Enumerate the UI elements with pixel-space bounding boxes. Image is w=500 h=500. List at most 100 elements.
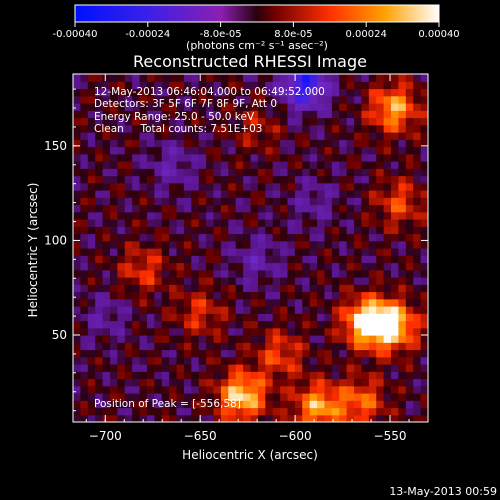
heatmap-cell bbox=[95, 233, 104, 242]
heatmap-cell bbox=[146, 219, 155, 227]
heatmap-cell bbox=[146, 81, 155, 90]
heatmap-cell bbox=[339, 204, 348, 213]
heatmap-cell bbox=[124, 110, 133, 119]
heatmap-cell bbox=[198, 327, 207, 336]
heatmap-cell bbox=[124, 291, 133, 300]
heatmap-cell bbox=[154, 74, 163, 82]
heatmap-cell bbox=[324, 95, 333, 104]
heatmap-cell bbox=[280, 277, 289, 285]
heatmap-cell bbox=[117, 88, 126, 97]
heatmap-cell bbox=[361, 117, 370, 126]
heatmap-cell bbox=[117, 342, 126, 351]
heatmap-cell bbox=[183, 364, 192, 372]
heatmap-cell bbox=[331, 284, 340, 293]
heatmap-cell bbox=[102, 175, 111, 184]
heatmap-cell bbox=[376, 335, 385, 343]
heatmap-cell bbox=[198, 124, 207, 133]
heatmap-cell bbox=[346, 81, 355, 90]
heatmap-cell bbox=[302, 349, 311, 358]
heatmap-cell bbox=[161, 320, 170, 329]
heatmap-cell bbox=[169, 139, 178, 148]
heatmap-cell bbox=[420, 313, 428, 322]
heatmap-cell bbox=[257, 233, 266, 242]
heatmap-cell bbox=[420, 153, 428, 162]
heatmap-cell bbox=[169, 393, 178, 401]
heatmap-cell bbox=[161, 400, 170, 409]
heatmap-cell bbox=[154, 197, 163, 206]
heatmap-cell bbox=[405, 313, 414, 322]
heatmap-cell bbox=[272, 385, 281, 394]
heatmap-cell bbox=[206, 255, 215, 264]
heatmap-cell bbox=[198, 349, 207, 358]
heatmap-cell bbox=[154, 255, 163, 264]
heatmap-cell bbox=[169, 132, 178, 140]
heatmap-cell bbox=[139, 211, 148, 220]
heatmap-cell bbox=[420, 197, 428, 206]
heatmap-cell bbox=[206, 88, 215, 97]
heatmap-cell bbox=[109, 248, 118, 256]
heatmap-cell bbox=[235, 298, 244, 307]
heatmap-cell bbox=[287, 117, 296, 126]
heatmap-cell bbox=[124, 306, 133, 314]
heatmap-cell bbox=[213, 306, 222, 314]
heatmap-cell bbox=[280, 81, 289, 90]
heatmap-cell bbox=[109, 103, 118, 111]
heatmap-cell bbox=[243, 139, 252, 148]
heatmap-cell bbox=[331, 219, 340, 227]
heatmap-cell bbox=[294, 175, 303, 184]
heatmap-cell bbox=[213, 284, 222, 293]
heatmap-cell bbox=[294, 74, 303, 82]
heatmap-cell bbox=[243, 240, 252, 249]
heatmap-cell bbox=[176, 385, 185, 394]
heatmap-cell bbox=[317, 248, 326, 256]
heatmap-cell bbox=[154, 342, 163, 351]
heatmap-cell bbox=[95, 284, 104, 293]
heatmap-cell bbox=[220, 190, 229, 198]
heatmap-cell bbox=[243, 182, 252, 191]
heatmap-cell bbox=[206, 204, 215, 213]
heatmap-cell bbox=[243, 190, 252, 198]
heatmap-cell bbox=[398, 146, 407, 155]
heatmap-cell bbox=[391, 182, 400, 191]
heatmap-cell bbox=[80, 153, 89, 162]
heatmap-cell bbox=[302, 161, 311, 169]
heatmap-cell bbox=[376, 378, 385, 387]
heatmap-cell bbox=[391, 269, 400, 278]
heatmap-cell bbox=[139, 190, 148, 198]
heatmap-cell bbox=[346, 204, 355, 213]
heatmap-cell bbox=[102, 414, 111, 422]
heatmap-cell bbox=[176, 139, 185, 148]
heatmap-cell bbox=[161, 219, 170, 227]
heatmap-cell bbox=[420, 211, 428, 220]
heatmap-cell bbox=[420, 219, 428, 227]
heatmap-cell bbox=[272, 407, 281, 416]
heatmap-cell bbox=[80, 226, 89, 235]
heatmap-cell bbox=[183, 320, 192, 329]
heatmap-cell bbox=[398, 262, 407, 271]
heatmap-cell bbox=[368, 306, 377, 314]
heatmap-cell bbox=[80, 385, 89, 394]
heatmap-cell bbox=[398, 414, 407, 422]
heatmap-cell bbox=[117, 356, 126, 365]
heatmap-cell bbox=[413, 306, 422, 314]
colorbar-tick-label: -8.0e-05 bbox=[200, 29, 242, 40]
heatmap-cell bbox=[331, 385, 340, 394]
heatmap-cell bbox=[102, 233, 111, 242]
heatmap-cell bbox=[117, 262, 126, 271]
heatmap-cell bbox=[109, 146, 118, 155]
heatmap-cell bbox=[309, 262, 318, 271]
heatmap-cell bbox=[339, 197, 348, 206]
heatmap-cell bbox=[265, 175, 274, 184]
heatmap-cell bbox=[73, 335, 81, 343]
heatmap-cell bbox=[287, 175, 296, 184]
heatmap-cell bbox=[376, 364, 385, 372]
heatmap-cell bbox=[139, 240, 148, 249]
heatmap-cell bbox=[176, 269, 185, 278]
heatmap-cell bbox=[220, 95, 229, 104]
heatmap-cell bbox=[198, 197, 207, 206]
heatmap-cell bbox=[309, 211, 318, 220]
heatmap-cell bbox=[235, 219, 244, 227]
heatmap-cell bbox=[391, 161, 400, 169]
heatmap-cell bbox=[109, 226, 118, 235]
heatmap-cell bbox=[73, 298, 81, 307]
